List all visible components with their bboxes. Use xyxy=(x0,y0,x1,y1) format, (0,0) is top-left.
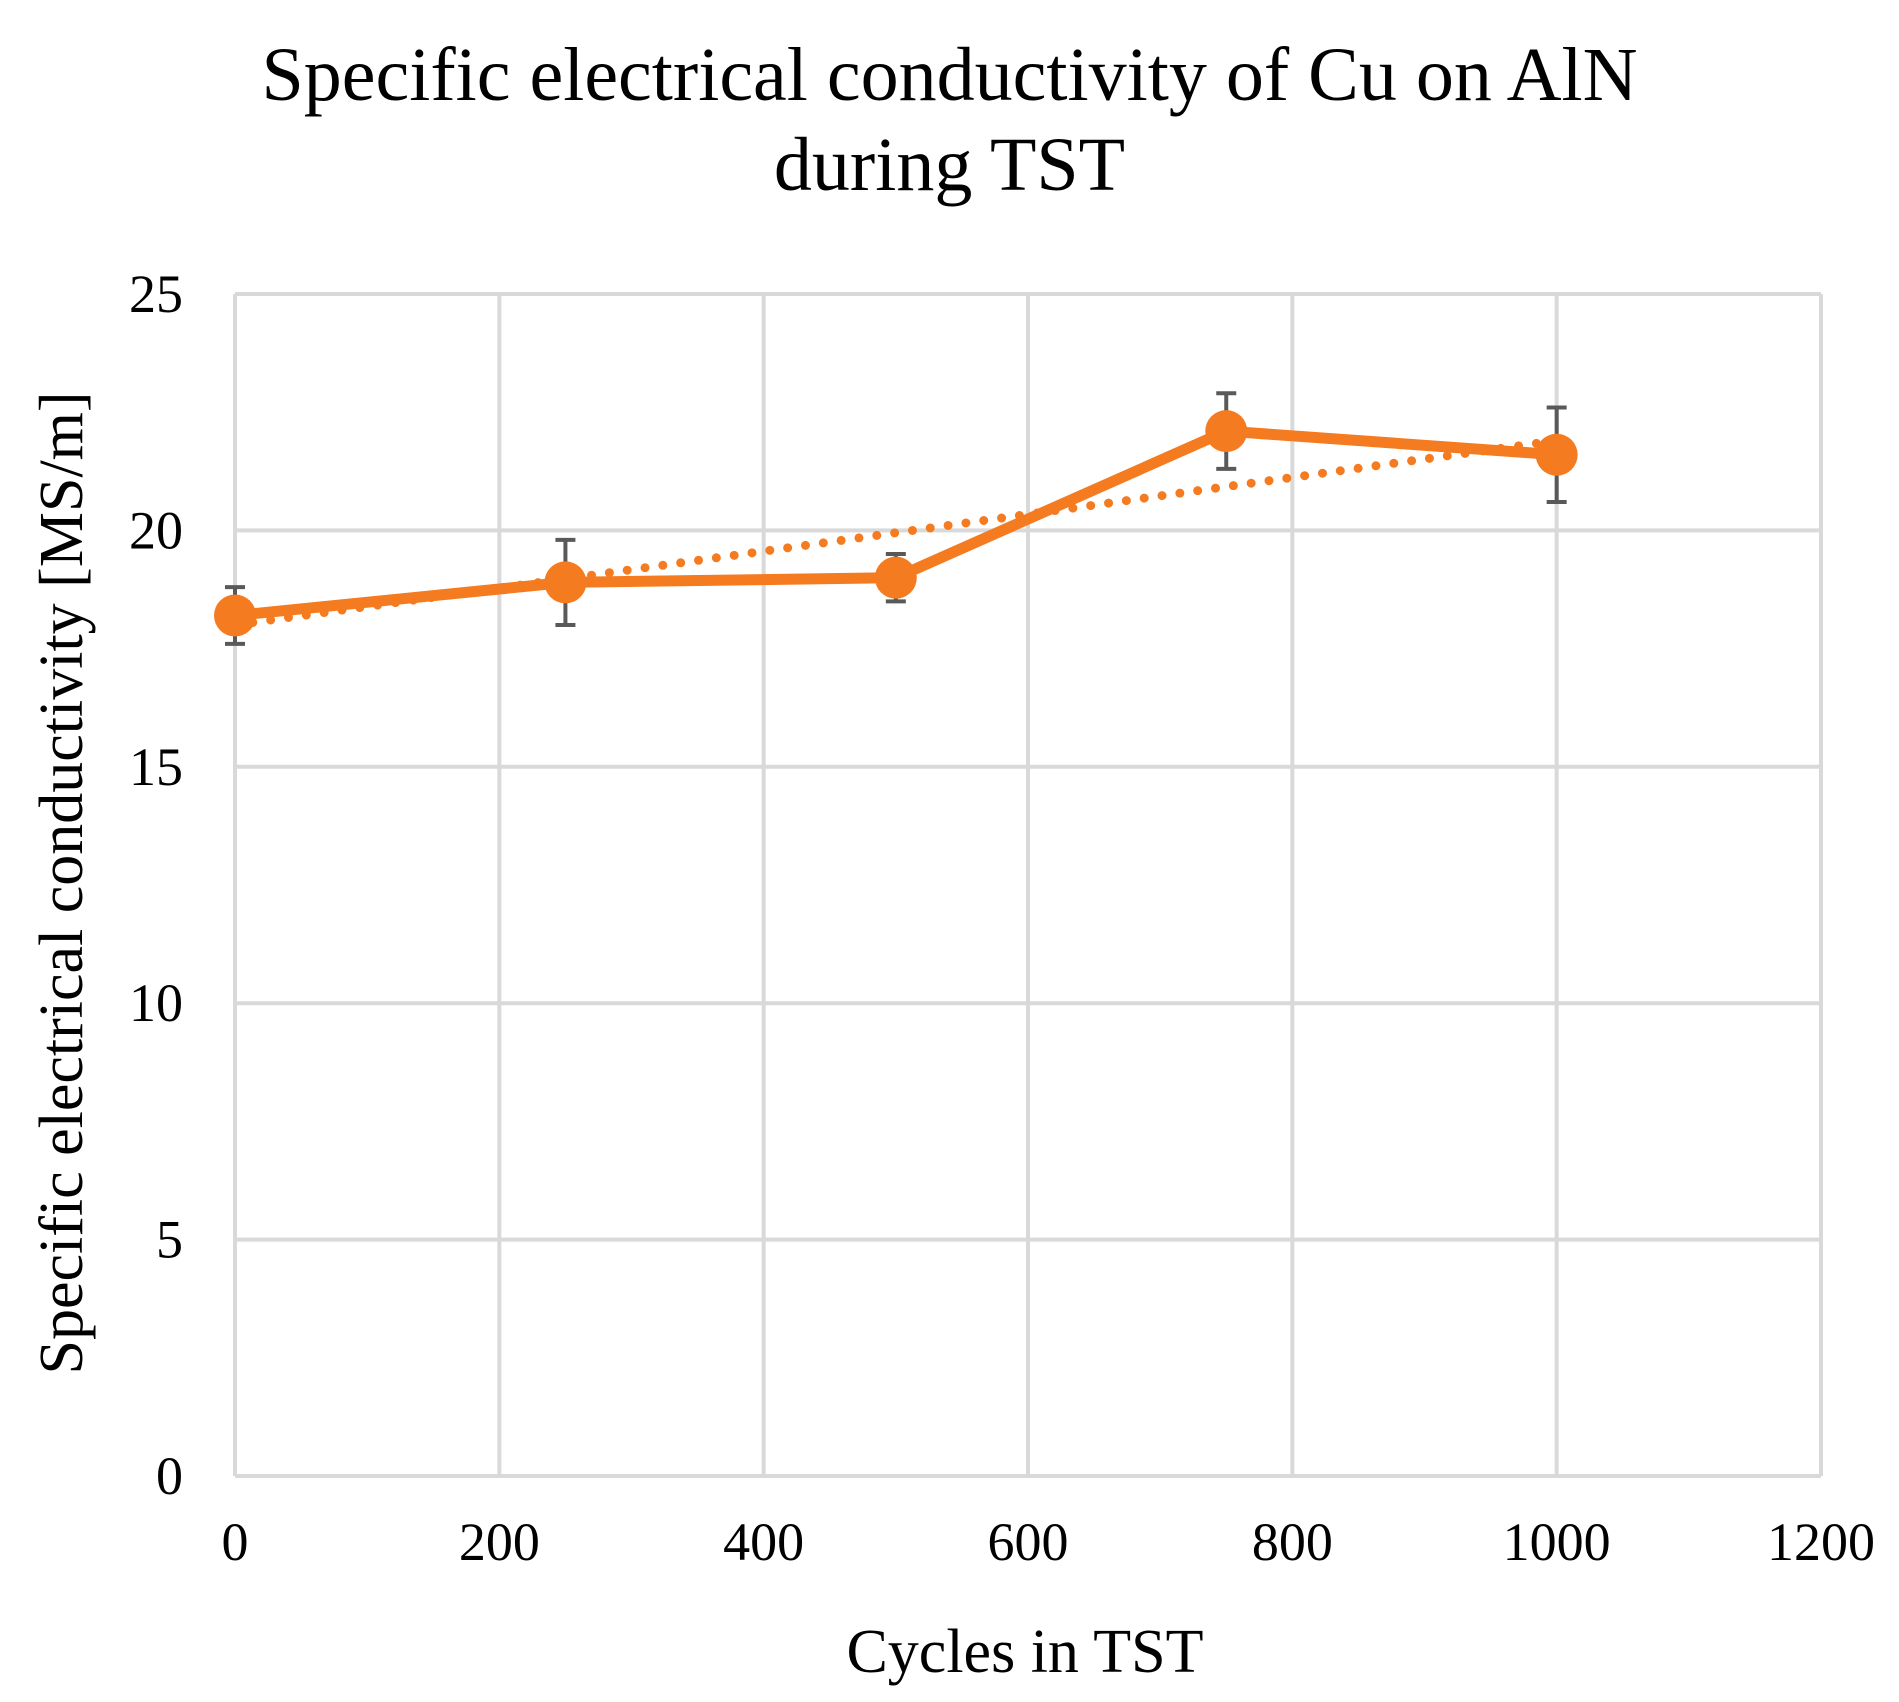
y-tick-label-0: 0 xyxy=(156,1446,183,1506)
x-tick-label-1: 200 xyxy=(459,1512,540,1572)
trendline-linear xyxy=(230,436,1562,630)
data-point-4 xyxy=(1535,433,1578,476)
x-tick-label-0: 0 xyxy=(222,1512,249,1572)
y-tick-label-3: 15 xyxy=(129,737,183,797)
y-tick-label-4: 20 xyxy=(129,500,183,560)
x-tick-label-2: 400 xyxy=(723,1512,804,1572)
x-tick-label-4: 800 xyxy=(1252,1512,1333,1572)
y-tick-label-1: 5 xyxy=(156,1210,183,1270)
x-tick-label-6: 1200 xyxy=(1767,1512,1875,1572)
chart-title-line-1: Specific electrical conductivity of Cu o… xyxy=(261,33,1638,117)
data-points xyxy=(214,410,1578,637)
data-point-0 xyxy=(214,594,256,637)
x-tick-label-5: 1000 xyxy=(1503,1512,1611,1572)
error-bars xyxy=(225,391,1567,646)
y-tick-label-2: 10 xyxy=(129,973,183,1033)
data-point-2 xyxy=(874,556,917,599)
y-axis-label: Specific electrical conductivity [MS/m] xyxy=(28,391,96,1374)
grid-lines xyxy=(233,292,1823,1478)
trendline xyxy=(230,436,1562,630)
chart-title-line-2: during TST xyxy=(773,123,1126,207)
x-tick-label-3: 600 xyxy=(988,1512,1069,1572)
data-point-1 xyxy=(544,561,587,604)
x-tick-labels: 0 200 400 600 800 1000 1200 xyxy=(222,1512,1876,1572)
x-axis-label: Cycles in TST xyxy=(846,1618,1203,1686)
data-point-3 xyxy=(1205,410,1248,453)
y-tick-label-5: 25 xyxy=(129,264,183,324)
y-tick-labels: 0 5 10 15 20 25 xyxy=(129,264,183,1506)
